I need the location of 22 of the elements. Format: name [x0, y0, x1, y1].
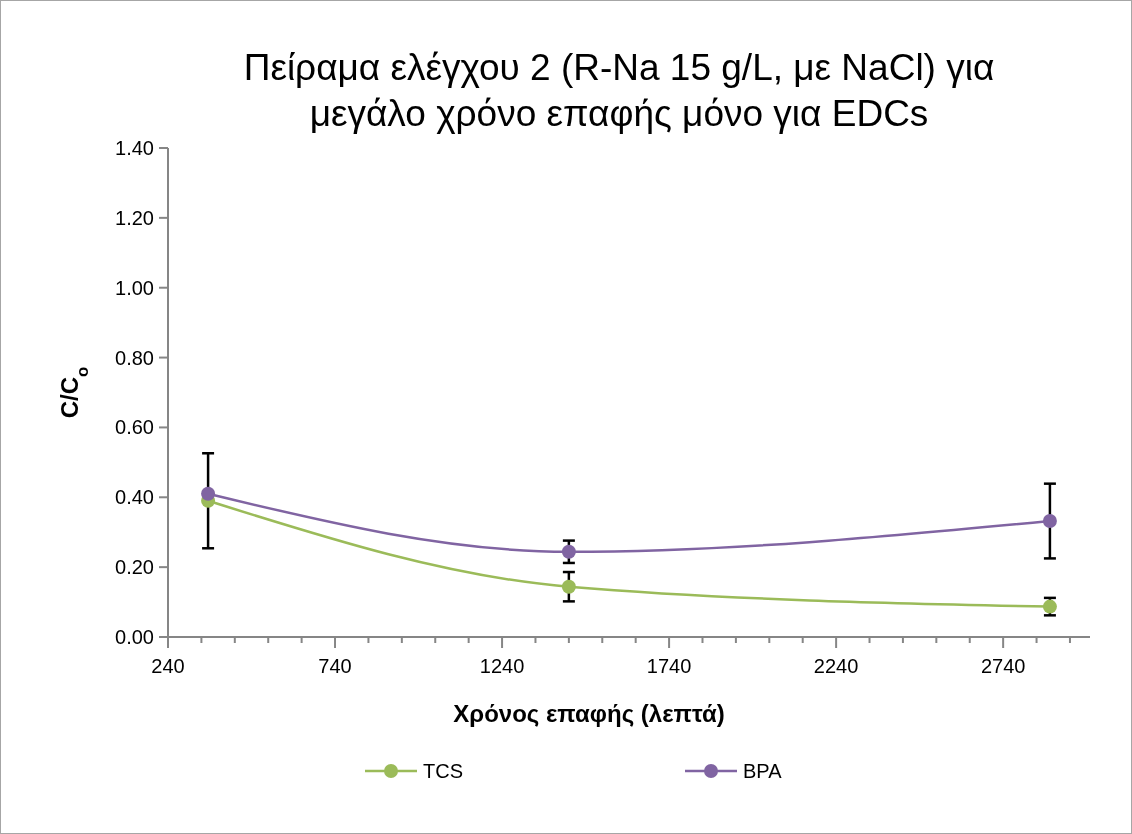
y-tick-label: 0.20	[115, 556, 154, 579]
point	[561, 579, 576, 594]
chart-title: Πείραμα ελέγχου 2 (R-Na 15 g/L, με NaCl) για μεγάλο χρόνο επαφής μόνο για EDCs	[243, 47, 995, 134]
x-tick-label: 240	[151, 655, 185, 677]
y-tick-label: 1.40	[115, 137, 154, 159]
y-tick-label: 0.80	[115, 346, 154, 369]
x-tick-label: 1740	[646, 655, 692, 677]
x-tick-label: 2740	[980, 655, 1026, 677]
legend-label: TCS	[423, 760, 463, 782]
x-tick-label: 740	[318, 655, 352, 677]
y-tick-label: 1.20	[115, 206, 154, 229]
point	[201, 486, 216, 501]
y-tick-label: 0.60	[115, 416, 154, 439]
y-tick-label: 0.40	[115, 486, 154, 509]
y-tick-label: 0.00	[115, 626, 154, 648]
x-tick-label: 2240	[813, 655, 859, 677]
point	[1042, 514, 1057, 529]
legend-label: BPA	[743, 760, 783, 782]
point	[561, 544, 576, 559]
y-tick-label: 1.00	[115, 276, 154, 299]
x-tick-label: 1240	[479, 655, 525, 677]
x-axis-title: Χρόνος επαφής (λεπτά)	[453, 700, 725, 727]
